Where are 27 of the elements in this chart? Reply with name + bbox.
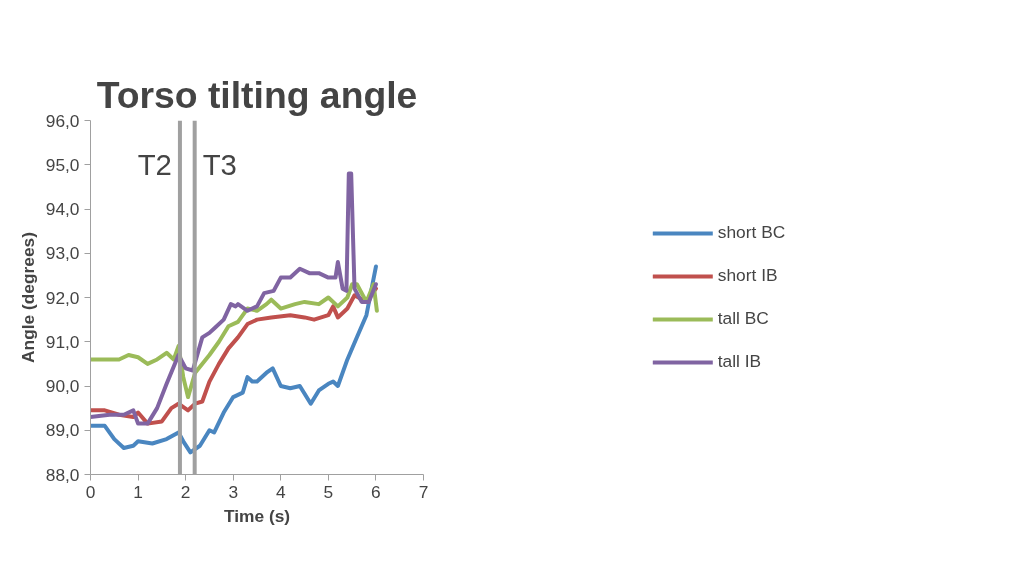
x-tick-label: 5 bbox=[323, 481, 334, 502]
x-tick-label: 4 bbox=[275, 481, 286, 502]
x-tick-label: 7 bbox=[418, 481, 429, 502]
x-tick-label: 2 bbox=[180, 481, 191, 502]
y-axis-title: Angle (degrees) bbox=[17, 232, 38, 363]
ref-line-label: T2 bbox=[137, 147, 172, 181]
y-tick-label: 89,0 bbox=[45, 420, 80, 441]
y-tick-label: 91,0 bbox=[45, 331, 80, 352]
y-tick-label: 95,0 bbox=[45, 154, 80, 175]
y-tick-label: 93,0 bbox=[45, 243, 80, 264]
chart-title: Torso tilting angle bbox=[96, 73, 418, 116]
y-tick-label: 94,0 bbox=[45, 199, 80, 219]
y-tick-label: 90,0 bbox=[45, 376, 80, 396]
legend-label: short IB bbox=[717, 265, 778, 286]
ref-line-label: T3 bbox=[202, 147, 237, 181]
x-tick-label: 0 bbox=[85, 481, 96, 502]
y-tick-label: 96,0 bbox=[45, 110, 80, 131]
y-tick-label: 92,0 bbox=[45, 287, 80, 308]
x-tick-label: 3 bbox=[228, 481, 239, 502]
x-tick-label: 6 bbox=[371, 481, 381, 502]
x-axis-title: Time (s) bbox=[223, 505, 291, 526]
x-tick-label: 1 bbox=[133, 481, 143, 502]
line-series bbox=[90, 264, 378, 455]
legend-label: tall IB bbox=[717, 351, 762, 372]
legend-label: short BC bbox=[717, 222, 786, 243]
y-tick-label: 88,0 bbox=[45, 464, 80, 485]
legend-label: tall BC bbox=[717, 308, 769, 329]
